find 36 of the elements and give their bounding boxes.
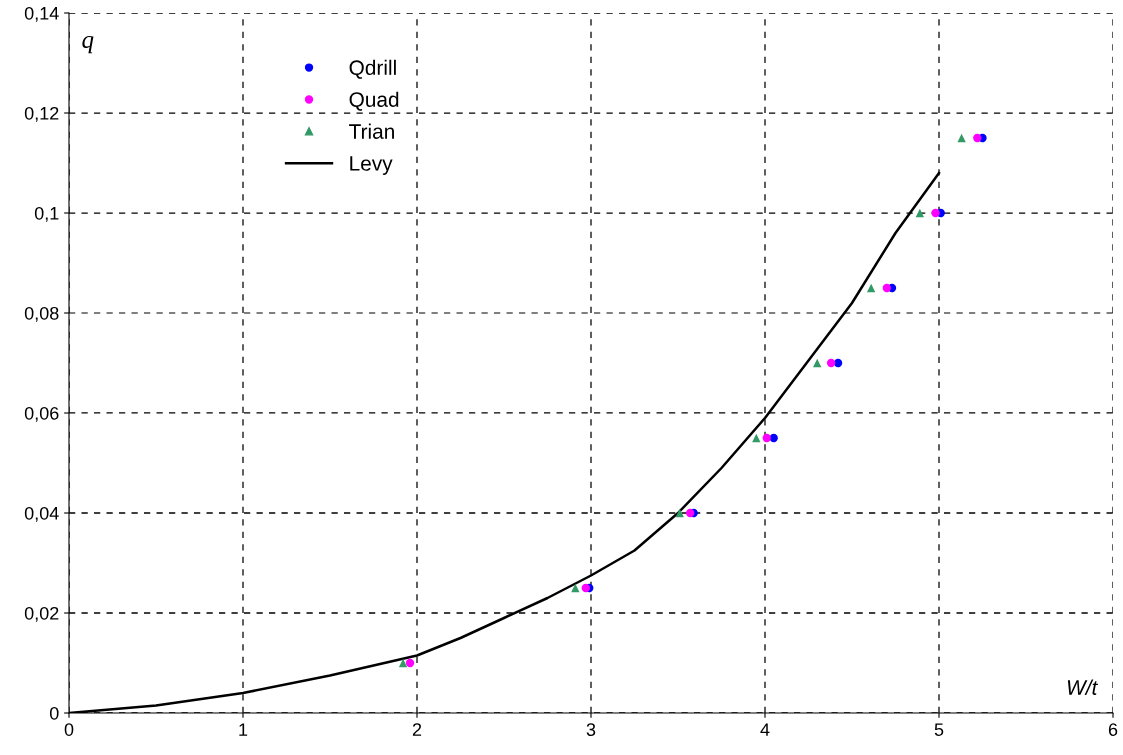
point <box>826 358 836 368</box>
x-tick-label: 2 <box>412 723 422 736</box>
point <box>866 283 876 293</box>
y-tick-label: 0,02 <box>24 606 59 622</box>
legend-label: Trian <box>349 123 394 139</box>
y-tick-label: 0,04 <box>24 506 59 522</box>
point <box>882 283 891 293</box>
point <box>762 433 771 443</box>
y-tick-label: 0,12 <box>24 106 59 122</box>
point <box>813 358 822 368</box>
x-tick-label: 1 <box>239 723 248 736</box>
x-tick-label: 5 <box>934 723 944 736</box>
point <box>957 133 966 143</box>
point <box>675 508 684 518</box>
y-tick-label: 0 <box>49 706 59 720</box>
y-tick-label: 0,14 <box>24 6 59 22</box>
x-tick-label: 6 <box>1108 723 1118 736</box>
point <box>973 133 982 143</box>
x-tick-label: 3 <box>586 723 596 736</box>
point <box>405 658 415 668</box>
point <box>915 208 925 218</box>
x-tick-label: 4 <box>760 723 770 736</box>
point <box>571 583 580 593</box>
legend-label: Levy <box>350 156 393 175</box>
point <box>398 658 408 668</box>
legend-label: Qdrill <box>349 59 396 79</box>
y-tick-label: 0,08 <box>24 306 59 322</box>
point <box>581 583 590 593</box>
y-axis-title: q <box>82 36 94 54</box>
x-tick-label: 0 <box>64 723 74 736</box>
y-tick-label: 0,1 <box>34 206 59 222</box>
point <box>931 208 940 218</box>
legend-label: Quad <box>349 91 399 111</box>
point <box>752 433 761 443</box>
x-axis-title: W/t <box>1067 679 1099 695</box>
y-tick-label: 0,06 <box>24 406 59 422</box>
